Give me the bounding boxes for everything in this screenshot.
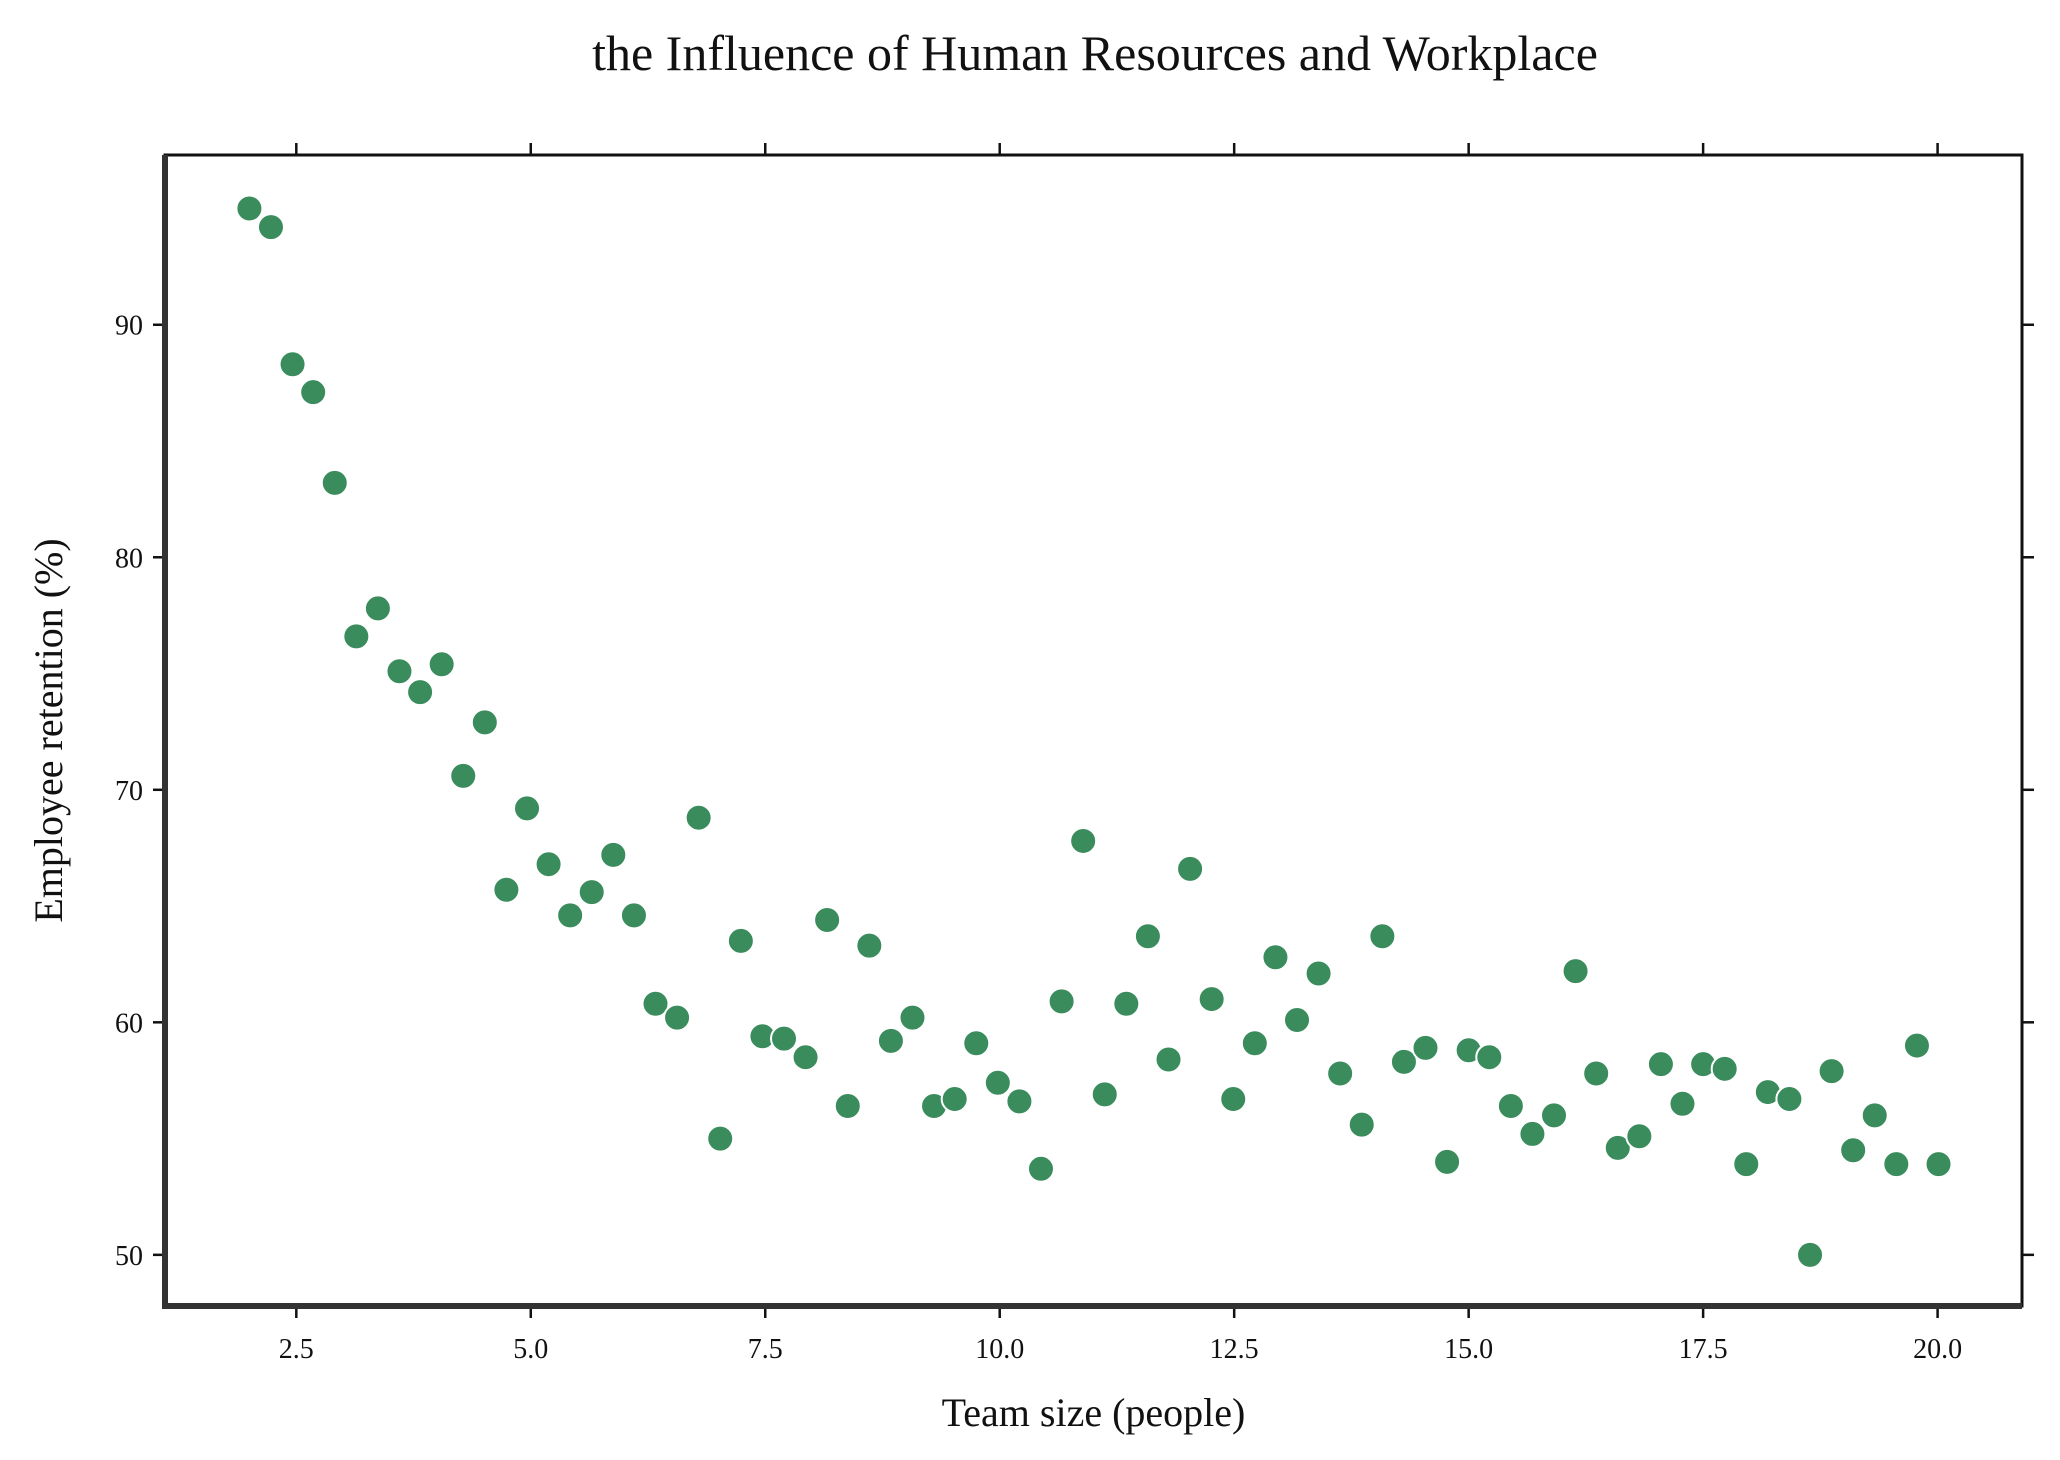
x-tick-label: 15.0 (1444, 1334, 1493, 1365)
y-tick-label: 70 (115, 776, 143, 807)
data-point (813, 906, 842, 935)
data-point (1860, 1101, 1889, 1130)
data-point (577, 878, 606, 907)
data-point (1732, 1150, 1761, 1179)
data-point (1411, 1033, 1440, 1062)
data-point (619, 901, 648, 930)
y-axis-label: Employee retention (%) (26, 538, 71, 922)
data-point (1112, 989, 1141, 1018)
data-point (1433, 1147, 1462, 1176)
data-point (1668, 1089, 1697, 1118)
data-point (706, 1124, 735, 1153)
y-tick-label: 80 (115, 543, 143, 574)
data-point (1133, 922, 1162, 951)
data-point (1625, 1122, 1654, 1151)
data-point (1561, 957, 1590, 986)
data-point (470, 708, 499, 737)
data-point (1326, 1059, 1355, 1088)
y-tick-label: 50 (115, 1241, 143, 1272)
data-point (320, 468, 349, 497)
data-point (492, 875, 521, 904)
data-point (1817, 1057, 1846, 1086)
data-point (940, 1085, 969, 1114)
data-point (726, 926, 755, 955)
data-point (1796, 1240, 1825, 1269)
data-point (278, 350, 307, 379)
data-point (1047, 987, 1076, 1016)
chart-title: the Influence of Human Resources and Wor… (592, 25, 1598, 81)
data-point (556, 901, 585, 930)
data-point (1839, 1136, 1868, 1165)
data-point (427, 650, 456, 679)
data-point (1496, 1092, 1525, 1121)
data-point (1582, 1059, 1611, 1088)
y-tick-label: 60 (115, 1008, 143, 1039)
data-point (1603, 1133, 1632, 1162)
data-point (299, 378, 328, 407)
data-point (1347, 1110, 1376, 1139)
data-points (235, 194, 1953, 1269)
data-point (663, 1003, 692, 1032)
data-point (898, 1003, 927, 1032)
data-point (449, 761, 478, 790)
data-point (855, 931, 884, 960)
data-point (1283, 1005, 1312, 1034)
y-tick-label: 90 (115, 311, 143, 342)
data-point (641, 989, 670, 1018)
x-tick-label: 20.0 (1913, 1334, 1962, 1365)
data-point (1176, 854, 1205, 883)
data-point (1775, 1085, 1804, 1114)
data-point (833, 1092, 862, 1121)
data-point (770, 1024, 798, 1053)
data-point (1389, 1047, 1418, 1076)
data-point (1646, 1050, 1675, 1079)
data-point (1710, 1054, 1739, 1083)
data-point (1219, 1085, 1248, 1114)
x-tick-label: 12.5 (1210, 1334, 1259, 1365)
data-point (513, 794, 542, 823)
x-tick-label: 17.5 (1679, 1334, 1728, 1365)
axis-ticks: 2.5 5.0 7.5 10.0 12.5 15.0 17.5 20.0 50 60 70 80 90 (115, 143, 2034, 1365)
data-point (962, 1029, 991, 1058)
data-point (1240, 1029, 1269, 1058)
data-point (1902, 1031, 1931, 1060)
data-point (256, 213, 285, 242)
data-point (1090, 1080, 1119, 1109)
data-point (1026, 1154, 1055, 1183)
data-point (1518, 1119, 1547, 1148)
data-point (1069, 826, 1098, 855)
data-point (791, 1043, 820, 1072)
data-point (1154, 1045, 1183, 1074)
x-tick-label: 2.5 (279, 1334, 314, 1365)
data-point (385, 657, 414, 686)
plot-frame (163, 153, 2024, 1308)
x-axis-label: Team size (people) (942, 1390, 1246, 1435)
data-point (342, 622, 371, 651)
data-point (983, 1068, 1012, 1097)
data-point (1261, 943, 1290, 972)
data-point (1924, 1150, 1953, 1179)
x-tick-label: 10.0 (975, 1334, 1024, 1365)
data-point (406, 678, 435, 707)
data-point (876, 1026, 905, 1055)
data-point (1475, 1043, 1504, 1072)
data-point (1304, 959, 1333, 988)
data-point (1539, 1101, 1568, 1130)
x-tick-label: 7.5 (748, 1334, 783, 1365)
data-point (684, 803, 713, 832)
x-tick-label: 5.0 (513, 1334, 548, 1365)
data-point (534, 850, 563, 879)
data-point (1368, 922, 1397, 951)
data-point (1882, 1150, 1911, 1179)
data-point (1197, 985, 1226, 1014)
data-point (1005, 1087, 1034, 1116)
data-point (235, 194, 264, 223)
data-point (599, 840, 628, 869)
data-point (363, 594, 392, 623)
